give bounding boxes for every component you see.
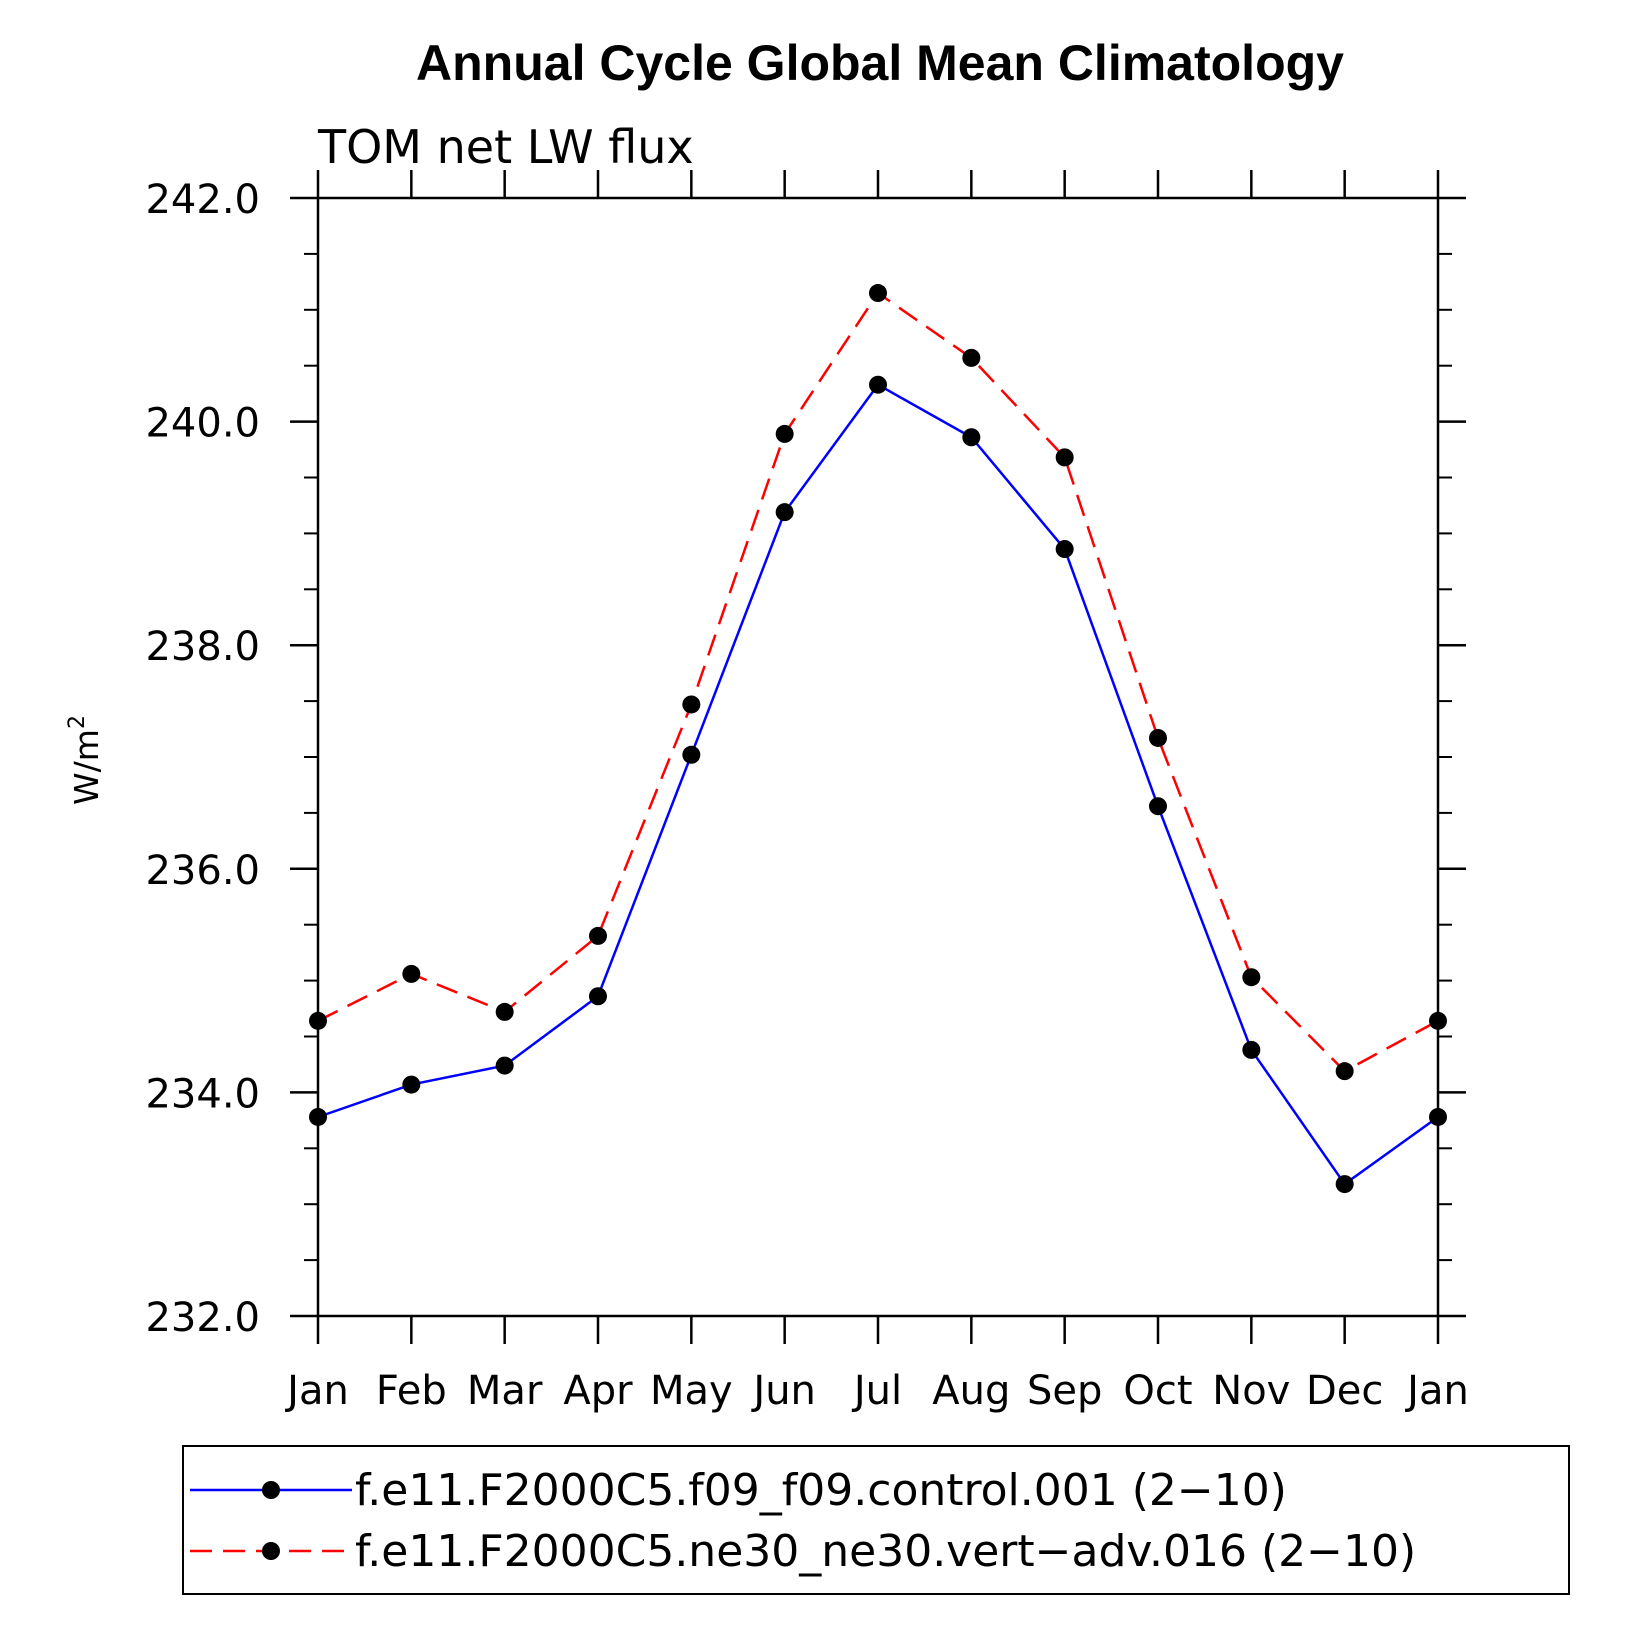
y-tick-label: 236.0 [145, 848, 260, 894]
x-tick-label: Feb [376, 1368, 447, 1414]
legend-entry-1: f.e11.F2000C5.f09_f09.control.001 (2−10) [190, 1465, 1287, 1516]
data-point [1429, 1011, 1447, 1030]
data-point [775, 424, 794, 443]
series-1 [309, 375, 1447, 1194]
legend: f.e11.F2000C5.f09_f09.control.001 (2−10)… [182, 1445, 1570, 1595]
data-point [1149, 797, 1167, 816]
x-tick-label: May [650, 1368, 733, 1414]
data-point [309, 1011, 327, 1030]
plot-frame [316, 196, 1440, 1318]
x-tick-label: Nov [1212, 1368, 1290, 1414]
series-line [317, 291, 1439, 1073]
data-point [589, 926, 607, 945]
series-line [317, 383, 1439, 1186]
chart-subtitle: TOM net LW flux [317, 120, 694, 174]
series-layer [309, 284, 1447, 1194]
x-tick-label: Jan [1404, 1368, 1469, 1414]
data-point [869, 375, 887, 394]
data-point [1242, 1040, 1261, 1059]
data-point [402, 1075, 421, 1094]
series-2 [309, 284, 1447, 1081]
legend-marker [262, 1542, 280, 1560]
x-tick-label: Oct [1123, 1368, 1192, 1414]
legend-label: f.e11.F2000C5.ne30_ne30.vert−adv.016 (2−… [355, 1526, 1416, 1577]
data-point [962, 428, 981, 447]
x-tick-label: Aug [932, 1368, 1010, 1414]
y-tick-label: 234.0 [145, 1071, 260, 1117]
data-point [869, 284, 887, 303]
y-axis-label: W/m2 [65, 715, 106, 805]
data-point [682, 745, 701, 764]
legend-marker [262, 1481, 280, 1499]
data-point [402, 964, 421, 983]
chart-title: Annual Cycle Global Mean Climatology [416, 35, 1344, 91]
data-point [775, 503, 794, 522]
data-point [495, 1056, 514, 1075]
y-axis-label-superscript: 2 [65, 715, 90, 729]
data-point [1335, 1062, 1354, 1081]
data-point [1055, 448, 1074, 467]
axes: Jan Feb Mar Apr May Jun Jul Aug Sep Oct Nov Dec Jan 2… [145, 170, 1469, 1414]
y-tick-label: 238.0 [145, 624, 260, 670]
data-point [495, 1002, 514, 1021]
x-tick-label: Dec [1306, 1368, 1383, 1414]
legend-entries: f.e11.F2000C5.f09_f09.control.001 (2−10)… [190, 1465, 1416, 1577]
data-point [309, 1107, 327, 1126]
x-tick-label: Sep [1027, 1368, 1102, 1414]
data-point [682, 695, 701, 714]
legend-box [182, 1445, 1570, 1595]
x-tick-label: Jan [284, 1368, 349, 1414]
y-tick-label: 232.0 [145, 1295, 260, 1341]
legend-entry-2: f.e11.F2000C5.ne30_ne30.vert−adv.016 (2−… [190, 1526, 1416, 1577]
x-tick-label: Apr [563, 1368, 633, 1414]
x-tick-label: Jul [851, 1368, 902, 1414]
data-point [589, 987, 607, 1006]
legend-label: f.e11.F2000C5.f09_f09.control.001 (2−10) [355, 1465, 1287, 1516]
x-tick-label: Jun [750, 1368, 816, 1414]
data-point [1429, 1107, 1447, 1126]
y-tick-label: 242.0 [145, 177, 260, 223]
y-axis-label-text: W/m [67, 729, 106, 805]
data-point [1242, 968, 1261, 987]
data-point [1149, 728, 1167, 747]
data-point [1055, 540, 1074, 559]
x-tick-label: Mar [467, 1368, 543, 1414]
data-point [1335, 1175, 1354, 1194]
y-tick-label: 240.0 [145, 401, 260, 447]
data-point [962, 348, 981, 367]
svg-text:W/m2: W/m2 [65, 715, 106, 805]
